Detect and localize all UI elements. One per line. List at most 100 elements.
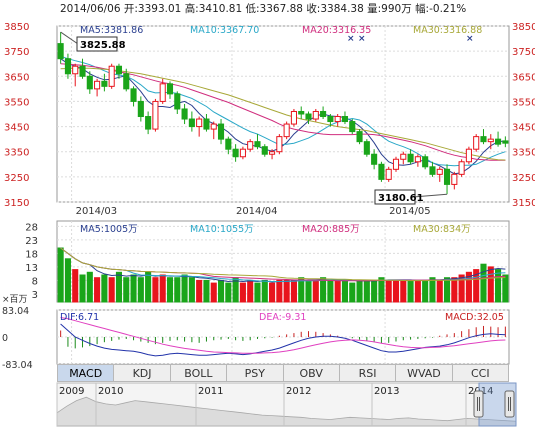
volume-legend-value: 834万: [443, 224, 471, 235]
volume-bar: [188, 277, 195, 303]
macd-dif-label: DIF:: [60, 312, 78, 323]
price-y-tick-left: 3550: [4, 97, 29, 108]
candle-body: [371, 153, 378, 165]
candle: [196, 116, 203, 137]
overview-right-handle[interactable]: [504, 390, 515, 418]
candle-body: [101, 80, 108, 87]
overview-navigator[interactable]: 200920102011201220132014: [56, 382, 517, 427]
candle-body: [254, 141, 261, 148]
volume-legend-value: 885万: [332, 224, 360, 235]
macd-dif-value: 6.71: [78, 312, 99, 323]
candle: [108, 63, 115, 89]
candle: [276, 134, 283, 155]
candle-body: [320, 110, 327, 118]
volume-legend-value: 1055万: [220, 224, 254, 235]
price-y-tick-right: 3450: [512, 123, 535, 134]
candle-body: [72, 65, 79, 75]
candle: [239, 146, 246, 160]
volume-bar: [217, 279, 225, 303]
tab-rsi[interactable]: RSI: [339, 364, 397, 382]
tab-kdj[interactable]: KDJ: [114, 364, 171, 382]
volume-y-tick: 18: [25, 249, 38, 260]
candle: [159, 78, 166, 104]
candle: [502, 136, 509, 148]
volume-legend-label: MA20:: [302, 224, 332, 235]
tab-wvad[interactable]: WVAD: [396, 364, 453, 382]
macd-dea-line: [60, 317, 506, 354]
candle-body: [495, 138, 502, 145]
macd-y-tick: 83.04: [2, 306, 29, 317]
volume-bar: [108, 277, 115, 303]
event-marker-icon: ×: [358, 34, 366, 44]
candle: [429, 161, 436, 177]
volume-y-tick: 8: [32, 276, 38, 287]
candle: [115, 63, 123, 79]
volume-bar: [57, 247, 64, 303]
candle-body: [298, 110, 305, 115]
price-y-tick-left: 3450: [4, 123, 29, 134]
indicator-tabs: MACD KDJ BOLL PSY OBV RSI WVAD CCI: [57, 364, 509, 382]
header-high-label: 高:: [185, 2, 199, 15]
candle: [451, 171, 458, 190]
candle-body: [400, 153, 407, 160]
candle-body: [79, 65, 86, 77]
price-x-tick: 2014/03: [76, 206, 118, 217]
ma-line-ma30: [60, 67, 506, 161]
candle-body: [57, 43, 64, 60]
candle-body: [64, 58, 71, 75]
candle: [356, 129, 363, 145]
candle-body: [174, 93, 181, 110]
candle: [495, 131, 502, 147]
candle: [86, 71, 93, 94]
candle-body: [473, 136, 480, 150]
overview-year-label: 2010: [98, 386, 123, 397]
volume-bar: [320, 277, 327, 303]
volume-bar: [327, 279, 334, 303]
tab-macd[interactable]: MACD: [57, 364, 115, 382]
volume-bar: [276, 279, 283, 303]
volume-bar: [414, 279, 421, 303]
volume-bar: [159, 274, 166, 303]
event-marker-icon: ×: [347, 34, 355, 44]
volume-bar: [422, 279, 429, 303]
candle-body: [130, 88, 137, 102]
volume-y-tick: 23: [25, 236, 38, 247]
price-y-tick-left: 3850: [4, 22, 29, 33]
candle: [269, 149, 276, 160]
candle: [443, 164, 451, 195]
volume-bar: [312, 279, 319, 303]
candle-body: [94, 80, 101, 90]
header-date: 2014/06/06: [60, 3, 121, 15]
overview-series-area: [56, 396, 517, 427]
candle: [254, 134, 261, 150]
candle: [327, 114, 334, 127]
volume-y-tick: 3: [32, 290, 38, 301]
candle-body: [312, 110, 319, 120]
price-y-tick-right: 3150: [512, 198, 535, 209]
candle: [363, 139, 370, 157]
volume-bar: [436, 279, 443, 303]
volume-bar: [341, 279, 349, 303]
candle-body: [407, 153, 414, 163]
candle-body: [203, 118, 210, 130]
tab-psy[interactable]: PSY: [227, 364, 284, 382]
tab-boll[interactable]: BOLL: [170, 364, 228, 382]
tab-obv[interactable]: OBV: [283, 364, 340, 382]
volume-bar: [115, 271, 123, 303]
price-y-tick-right: 3650: [512, 72, 535, 83]
volume-bar: [458, 274, 465, 303]
candle-body: [443, 168, 451, 185]
price-y-tick-left: 3350: [4, 148, 29, 159]
candle: [64, 53, 71, 79]
overview-left-handle[interactable]: [473, 390, 484, 418]
candle: [414, 154, 421, 167]
volume-bar: [94, 277, 101, 303]
low-callout-label: 3180.61: [378, 193, 424, 204]
candle: [145, 111, 152, 135]
candle: [312, 108, 319, 122]
ma-legend-value: 3367.70: [220, 25, 259, 36]
candle: [436, 166, 443, 182]
tab-cci[interactable]: CCI: [452, 364, 509, 382]
high-callout-label: 3825.88: [80, 40, 126, 51]
